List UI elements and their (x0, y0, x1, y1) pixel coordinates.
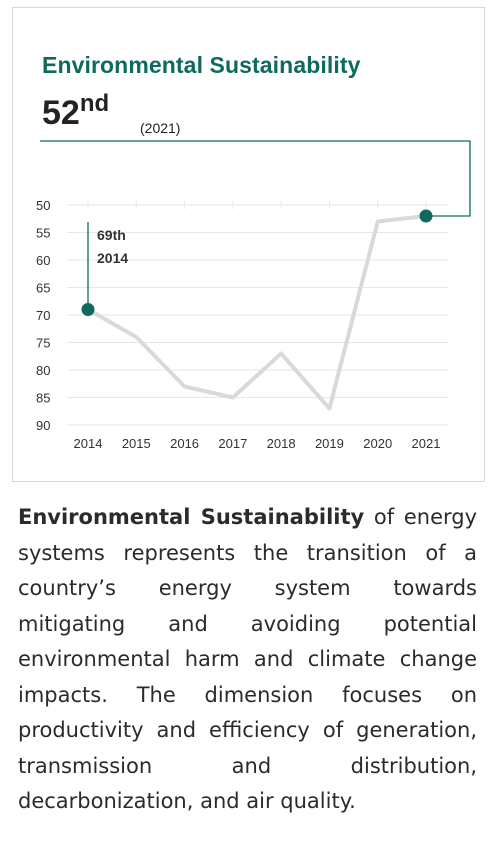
x-tick-label: 2017 (218, 436, 247, 451)
series-layer (87, 214, 427, 411)
rank-connector-line (40, 140, 471, 217)
x-tick-label: 2014 (74, 436, 103, 451)
rank-year: (2021) (140, 120, 181, 136)
y-tick-label: 55 (36, 226, 50, 241)
description-bold: Environmental Sustainability (18, 505, 365, 529)
rank-number: 52 (42, 94, 80, 132)
x-tick-label: 2018 (267, 436, 296, 451)
chart-card (12, 7, 485, 482)
data-point-marker (81, 303, 95, 316)
y-tick-label: 85 (36, 391, 50, 406)
y-tick-label: 70 (36, 308, 50, 323)
x-tick-label: 2016 (170, 436, 199, 451)
annotation-year-label: 2014 (97, 250, 128, 266)
axis-layer: 50 55 60 65 70 75 80 85 90 2014 2015 2016 2017 2018 20… (36, 198, 440, 451)
y-tick-label: 65 (36, 281, 50, 296)
x-tick-label: 2019 (315, 436, 344, 451)
data-point-marker (419, 209, 433, 223)
connector-layer (40, 140, 471, 217)
series-line (87, 214, 427, 411)
x-tick-label: 2021 (412, 436, 441, 451)
x-tick-label: 2020 (363, 436, 392, 451)
description-paragraph: Environmental Sustainability of energy s… (18, 500, 477, 820)
rank-value: 52nd (42, 90, 109, 133)
y-tick-label: 75 (36, 336, 50, 351)
chart-title: Environmental Sustainability (42, 52, 361, 78)
annotation-rank-label: 69th (97, 227, 126, 243)
line-chart: 69th 2014 50 55 60 65 70 75 80 85 90 2014 2015 2016 2… (36, 140, 471, 451)
grid-layer (67, 201, 448, 426)
description-text: of energy systems represents the transit… (18, 505, 478, 813)
y-tick-label: 60 (36, 253, 50, 268)
rank-suffix: nd (79, 90, 110, 117)
y-tick-label: 50 (36, 198, 50, 213)
x-tick-label: 2015 (122, 436, 151, 451)
y-tick-label: 90 (36, 418, 50, 433)
annotation-layer: 69th 2014 (81, 209, 433, 316)
y-tick-label: 80 (36, 363, 50, 378)
